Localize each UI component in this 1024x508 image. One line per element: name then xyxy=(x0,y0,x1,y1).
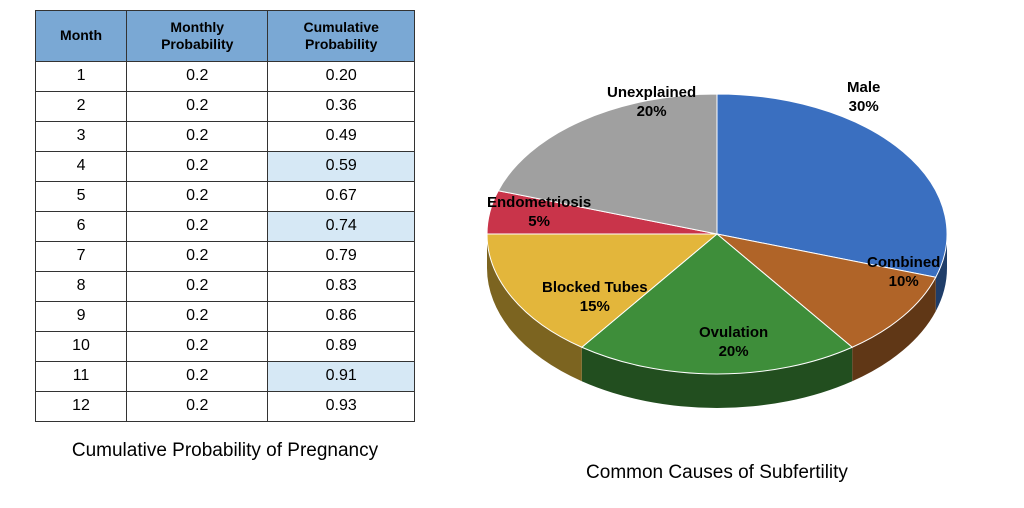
pie-slice-label: Endometriosis5% xyxy=(487,194,591,232)
cell: 0.2 xyxy=(127,181,268,211)
cell: 7 xyxy=(36,241,127,271)
table-row: 50.20.67 xyxy=(36,181,415,211)
pie-slice-label: Ovulation20% xyxy=(699,324,768,362)
table-row: 10.20.20 xyxy=(36,61,415,91)
table-row: 70.20.79 xyxy=(36,241,415,271)
cell: 0.2 xyxy=(127,271,268,301)
cell: 2 xyxy=(36,91,127,121)
table-row: 60.20.74 xyxy=(36,211,415,241)
pie-slice-label: Unexplained20% xyxy=(607,84,696,122)
table-panel: MonthMonthlyProbabilityCumulativeProbabi… xyxy=(20,10,430,498)
cell: 0.2 xyxy=(127,331,268,361)
cell: 0.86 xyxy=(268,301,415,331)
cell: 0.59 xyxy=(268,151,415,181)
cell: 0.91 xyxy=(268,361,415,391)
cell: 0.2 xyxy=(127,151,268,181)
cell: 0.2 xyxy=(127,361,268,391)
pie-chart: Male30% Combined10% Ovulation20% Blocked Tu… xyxy=(447,24,987,444)
cell: 0.89 xyxy=(268,331,415,361)
cell: 9 xyxy=(36,301,127,331)
col-header-1: MonthlyProbability xyxy=(127,11,268,62)
cell: 0.2 xyxy=(127,391,268,421)
table-row: 80.20.83 xyxy=(36,271,415,301)
cell: 10 xyxy=(36,331,127,361)
table-row: 120.20.93 xyxy=(36,391,415,421)
cell: 6 xyxy=(36,211,127,241)
cell: 0.49 xyxy=(268,121,415,151)
cell: 0.2 xyxy=(127,61,268,91)
cell: 0.93 xyxy=(268,391,415,421)
cell: 0.36 xyxy=(268,91,415,121)
probability-table: MonthMonthlyProbabilityCumulativeProbabi… xyxy=(35,10,415,422)
cell: 0.2 xyxy=(127,241,268,271)
cell: 0.20 xyxy=(268,61,415,91)
pie-caption: Common Causes of Subfertility xyxy=(586,462,848,484)
table-row: 100.20.89 xyxy=(36,331,415,361)
col-header-2: CumulativeProbability xyxy=(268,11,415,62)
table-row: 40.20.59 xyxy=(36,151,415,181)
cell: 0.67 xyxy=(268,181,415,211)
cell: 11 xyxy=(36,361,127,391)
table-row: 20.20.36 xyxy=(36,91,415,121)
table-row: 110.20.91 xyxy=(36,361,415,391)
cell: 12 xyxy=(36,391,127,421)
cell: 0.2 xyxy=(127,121,268,151)
table-row: 90.20.86 xyxy=(36,301,415,331)
cell: 0.2 xyxy=(127,211,268,241)
cell: 8 xyxy=(36,271,127,301)
cell: 0.79 xyxy=(268,241,415,271)
pie-slice-label: Male30% xyxy=(847,79,880,117)
cell: 1 xyxy=(36,61,127,91)
table-caption: Cumulative Probability of Pregnancy xyxy=(72,440,378,462)
cell: 0.2 xyxy=(127,301,268,331)
pie-panel: Male30% Combined10% Ovulation20% Blocked Tu… xyxy=(430,10,1004,498)
pie-svg xyxy=(447,24,987,444)
pie-slice-label: Combined10% xyxy=(867,254,940,292)
cell: 0.74 xyxy=(268,211,415,241)
cell: 4 xyxy=(36,151,127,181)
pie-slice-label: Blocked Tubes15% xyxy=(542,279,648,317)
cell: 0.2 xyxy=(127,91,268,121)
col-header-0: Month xyxy=(36,11,127,62)
table-row: 30.20.49 xyxy=(36,121,415,151)
cell: 3 xyxy=(36,121,127,151)
cell: 5 xyxy=(36,181,127,211)
cell: 0.83 xyxy=(268,271,415,301)
